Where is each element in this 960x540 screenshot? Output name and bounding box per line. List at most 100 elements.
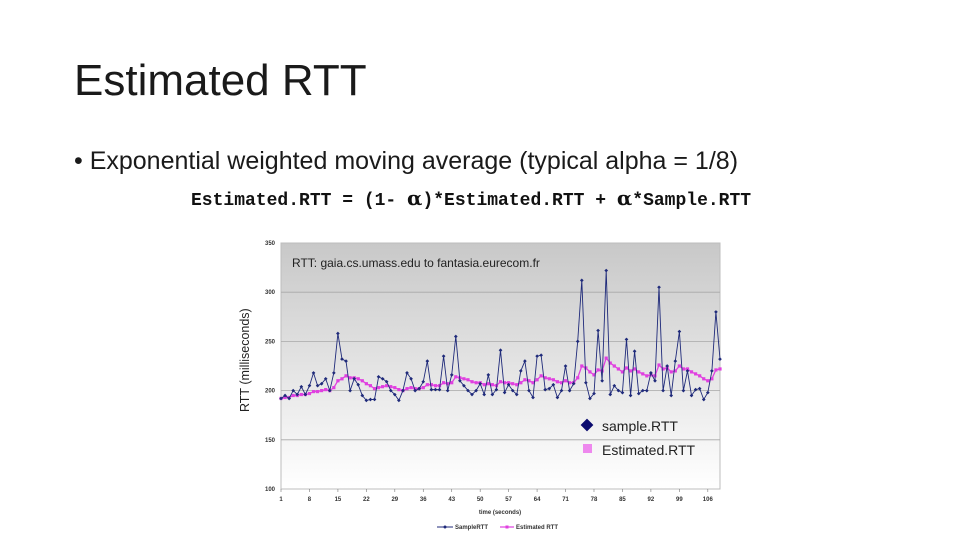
x-tick-label: 57 — [505, 497, 512, 503]
sample-rtt-point — [445, 388, 450, 393]
sample-rtt-point — [588, 396, 592, 401]
bottom-legend: SampleRTT Estimated RTT — [437, 525, 558, 531]
estimated-rtt-point — [441, 381, 446, 385]
sample-rtt-point — [624, 337, 629, 342]
sample-rtt-point — [592, 391, 596, 396]
estimated-rtt-point — [376, 386, 381, 390]
sample-rtt-point — [388, 388, 393, 393]
sample-rtt-point — [632, 349, 637, 354]
estimated-rtt-point — [356, 377, 360, 381]
sample-rtt-point — [348, 388, 352, 393]
x-tick-label: 15 — [335, 497, 342, 503]
sample-rtt-point — [368, 397, 373, 402]
sample-rtt-point — [547, 386, 552, 391]
x-tick-label: 92 — [648, 497, 655, 503]
x-tick-label: 29 — [391, 497, 398, 503]
estimated-rtt-point — [393, 386, 397, 390]
estimated-rtt-point — [421, 386, 425, 390]
y-tick-label: 300 — [265, 290, 276, 296]
sample-rtt-point — [352, 376, 357, 381]
estimated-rtt-point — [364, 382, 368, 386]
estimated-rtt-point — [429, 383, 433, 387]
estimated-rtt-point — [547, 377, 551, 381]
sample-rtt-point — [413, 388, 417, 393]
sample-rtt-point — [279, 396, 283, 401]
sample-rtt-point — [299, 384, 304, 389]
sample-rtt-point — [449, 373, 454, 377]
sample-rtt-point — [360, 393, 365, 398]
estimated-rtt-point — [381, 385, 385, 389]
y-tick-label: 100 — [265, 487, 276, 493]
estimated-rtt-point — [482, 383, 486, 387]
sample-rtt-point — [490, 392, 495, 397]
bottom-legend-estimated-label: Estimated RTT — [516, 525, 558, 531]
estimated-rtt-point — [710, 377, 714, 381]
formula-alpha-2: α — [616, 186, 633, 210]
formula-alpha-1: α — [407, 186, 423, 210]
estimated-rtt-point — [633, 367, 637, 371]
sample-rtt-point — [425, 359, 430, 363]
estimated-rtt-point — [694, 372, 698, 376]
sample-rtt-point — [494, 387, 499, 392]
sample-rtt-point — [397, 398, 401, 403]
sample-rtt-point — [514, 392, 519, 397]
estimated-rtt-point — [588, 370, 592, 374]
sample-rtt-point — [384, 379, 389, 384]
estimated-rtt-point — [669, 370, 673, 374]
formula-part3: *Sample.RTT — [632, 191, 752, 211]
sample-rtt-point — [551, 382, 556, 387]
estimated-rtt-point — [535, 378, 539, 382]
estimated-rtt-point — [628, 369, 633, 373]
formula: Estimated.RTT = (1- α)*Estimated.RTT + α… — [191, 186, 751, 211]
estimated-rtt-point — [425, 383, 429, 387]
estimated-rtt-point — [340, 377, 344, 381]
estimated-rtt-point — [466, 378, 470, 382]
bottom-legend-sample-label: SampleRTT — [455, 525, 488, 531]
plot-area — [280, 242, 721, 490]
sample-rtt-point — [681, 388, 686, 393]
sample-rtt-point — [303, 392, 308, 397]
y-tick-label: 200 — [265, 389, 276, 395]
sample-rtt-point — [392, 392, 397, 397]
sample-rtt-point — [644, 388, 649, 393]
sample-rtt-point — [649, 371, 653, 375]
estimated-rtt-point — [320, 389, 324, 393]
x-tick-label: 43 — [448, 497, 455, 503]
estimated-rtt-point — [283, 395, 287, 400]
estimated-rtt-point — [702, 377, 706, 381]
sample-rtt-point — [596, 328, 600, 333]
estimated-rtt-point — [324, 388, 328, 392]
y-axis-ticks: 100 150 200 250 300 350 — [265, 241, 276, 493]
estimated-rtt-point — [714, 368, 718, 372]
sample-rtt-point — [506, 382, 511, 387]
estimated-rtt-point — [437, 384, 442, 388]
estimated-rtt-point — [315, 389, 320, 394]
estimated-rtt-point — [677, 364, 681, 368]
sample-rtt-point — [311, 371, 316, 375]
estimated-rtt-point — [515, 383, 519, 387]
estimated-rtt-point — [645, 374, 649, 378]
estimated-rtt-point — [657, 363, 661, 367]
sample-rtt-point — [636, 391, 641, 396]
chart-title: RTT: gaia.cs.umass.edu to fantasia.eurec… — [292, 256, 540, 270]
estimated-rtt-point — [555, 380, 560, 384]
sample-rtt-point — [291, 388, 296, 393]
sample-rtt-point — [482, 392, 487, 397]
estimated-rtt-point — [681, 367, 686, 371]
estimated-rtt-point — [299, 392, 303, 397]
sample-rtt-point — [417, 386, 422, 391]
estimated-rtt-point — [332, 386, 336, 390]
estimated-rtt-point — [344, 374, 348, 378]
estimated-rtt-point — [385, 384, 389, 388]
estimated-rtt-point — [596, 368, 600, 372]
estimated-rtt-point — [502, 381, 507, 385]
estimated-rtt-point — [307, 391, 312, 396]
estimated-rtt-point — [311, 389, 316, 394]
estimated-rtt-point — [498, 380, 503, 384]
estimated-rtt-point — [661, 367, 665, 371]
sample-rtt-point — [575, 339, 580, 344]
x-tick-label: 22 — [363, 497, 370, 503]
sample-rtt-point — [584, 380, 588, 385]
sample-rtt-point — [462, 383, 466, 388]
sample-rtt-point — [559, 388, 564, 393]
